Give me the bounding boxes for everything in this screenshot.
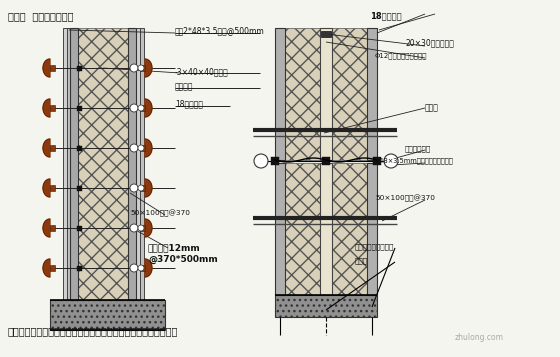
Polygon shape <box>43 59 50 77</box>
Circle shape <box>130 64 138 72</box>
Circle shape <box>138 265 144 271</box>
Bar <box>50 185 55 191</box>
Circle shape <box>138 225 144 231</box>
Text: 基台、底板、板钢筋: 基台、底板、板钢筋 <box>355 243 394 250</box>
Bar <box>367 28 377 160</box>
Bar <box>77 65 82 70</box>
Bar <box>332 163 367 295</box>
Circle shape <box>130 144 138 152</box>
Bar <box>140 28 144 300</box>
Bar <box>50 265 55 271</box>
Bar <box>50 225 55 231</box>
Text: 墙钢筋: 墙钢筋 <box>355 257 368 263</box>
Circle shape <box>138 65 144 71</box>
Bar <box>140 185 145 191</box>
Bar <box>50 145 55 151</box>
Circle shape <box>130 104 138 112</box>
Bar <box>140 65 145 71</box>
Text: 50×100松方@370: 50×100松方@370 <box>375 195 435 202</box>
Bar <box>78 28 128 300</box>
Circle shape <box>130 264 138 272</box>
Bar <box>373 157 381 165</box>
Text: 大棱2*48*3.5钢管@500mm: 大棱2*48*3.5钢管@500mm <box>175 26 265 35</box>
Bar <box>63 28 67 300</box>
Polygon shape <box>145 179 152 197</box>
Polygon shape <box>145 59 152 77</box>
Text: 止水螺杆: 止水螺杆 <box>175 82 194 91</box>
Polygon shape <box>43 259 50 277</box>
Circle shape <box>130 224 138 232</box>
Circle shape <box>384 154 398 168</box>
Bar <box>140 145 145 151</box>
Bar <box>271 157 279 165</box>
Text: 防水砼墙水平施工缝、止水钢板及止水螺杆、模板支撑大样（一）: 防水砼墙水平施工缝、止水钢板及止水螺杆、模板支撑大样（一） <box>8 326 179 336</box>
Bar <box>322 157 330 165</box>
Text: 20×30膨胀止水条: 20×30膨胀止水条 <box>405 38 454 47</box>
Bar <box>50 105 55 111</box>
Polygon shape <box>145 139 152 157</box>
Circle shape <box>254 154 268 168</box>
Bar <box>367 163 377 295</box>
Bar <box>321 31 331 37</box>
Text: 18厚木垫块: 18厚木垫块 <box>175 99 203 108</box>
Text: 18厚胶合板: 18厚胶合板 <box>370 11 402 20</box>
Circle shape <box>130 184 138 192</box>
Bar <box>140 105 145 111</box>
Polygon shape <box>43 179 50 197</box>
Circle shape <box>138 185 144 191</box>
Bar <box>70 28 78 300</box>
Polygon shape <box>43 139 50 157</box>
Text: zhulong.com: zhulong.com <box>455 333 504 342</box>
Polygon shape <box>145 259 152 277</box>
Bar <box>77 186 82 191</box>
Bar <box>140 225 145 231</box>
Bar <box>50 65 55 71</box>
Bar <box>67 28 71 300</box>
Bar <box>275 295 377 317</box>
Text: 对拉螺栓12mm: 对拉螺栓12mm <box>148 243 200 252</box>
Bar <box>285 28 320 160</box>
Bar <box>77 226 82 231</box>
Polygon shape <box>145 219 152 237</box>
Polygon shape <box>43 219 50 237</box>
Bar <box>77 106 82 111</box>
Bar <box>140 265 145 271</box>
Circle shape <box>138 105 144 111</box>
Text: @370*500mm: @370*500mm <box>148 255 218 264</box>
Bar <box>136 28 140 300</box>
Text: 50×100松方@370: 50×100松方@370 <box>130 210 190 217</box>
Bar <box>77 146 82 151</box>
Bar <box>332 28 367 160</box>
Polygon shape <box>43 99 50 117</box>
Bar <box>275 28 285 160</box>
Bar <box>128 28 136 300</box>
Bar <box>285 163 320 295</box>
Bar <box>320 28 332 160</box>
Text: （七）  模板支撑大样：: （七） 模板支撑大样： <box>8 11 73 21</box>
Polygon shape <box>145 99 152 117</box>
Bar <box>275 163 285 295</box>
Bar <box>77 266 82 271</box>
Circle shape <box>138 145 144 151</box>
Text: Φ48×3.5mm钢管加山型扣件固定: Φ48×3.5mm钢管加山型扣件固定 <box>375 157 454 164</box>
Bar <box>50 300 165 330</box>
Text: Φ12钢筋焊接固定止水片: Φ12钢筋焊接固定止水片 <box>375 52 427 59</box>
Text: -3×40×40止水环: -3×40×40止水环 <box>175 67 228 76</box>
Bar <box>320 163 332 295</box>
Text: 限位箍: 限位箍 <box>425 103 439 112</box>
Text: 专用钢紧扣件: 专用钢紧扣件 <box>405 145 431 152</box>
